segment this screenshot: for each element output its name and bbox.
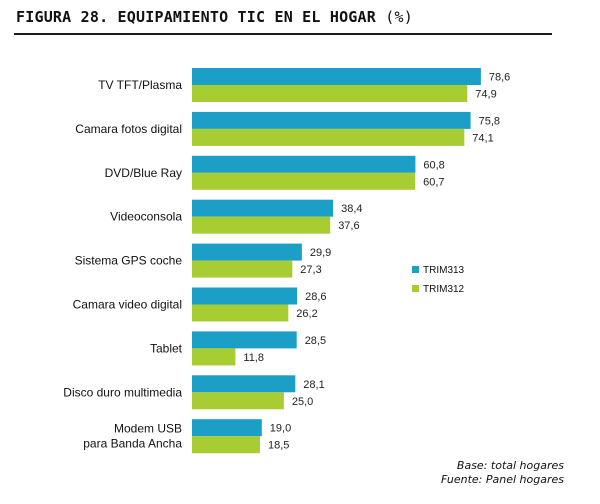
value-label-trim312-tv-tft-plasma: 74,9 [475, 89, 496, 101]
bar-trim313-disco-duro-multimedia [192, 375, 296, 393]
category-label-videoconsola: Videoconsola [110, 210, 182, 224]
bar-trim313-tablet [192, 331, 297, 349]
category-label-line: Modem USB [114, 422, 182, 436]
category-label-line: para Banda Ancha [83, 437, 182, 451]
legend-swatch-trim312 [412, 285, 419, 292]
value-label-trim313-camara-fotos-digital: 75,8 [479, 115, 500, 127]
legend-label-trim313: TRIM313 [423, 265, 465, 276]
bar-trim312-videoconsola [192, 216, 331, 234]
category-label-sistema-gps-coche: Sistema GPS coche [75, 254, 183, 268]
chart-title: FIGURA 28. EQUIPAMIENTO TIC EN EL HOGAR … [16, 8, 413, 26]
legend-label-trim312: TRIM312 [423, 284, 465, 295]
value-label-trim313-tablet: 28,5 [305, 335, 326, 347]
value-label-trim312-modem-usb-para-banda-ancha: 18,5 [268, 440, 289, 452]
category-label-line: TV TFT/Plasma [98, 78, 182, 92]
bar-trim313-camara-fotos-digital [192, 111, 471, 129]
value-label-trim313-dvd-blue-ray: 60,8 [423, 159, 444, 171]
bar-trim312-camara-fotos-digital [192, 128, 465, 146]
value-label-trim312-sistema-gps-coche: 27,3 [300, 264, 321, 276]
category-label-line: Tablet [150, 341, 183, 355]
category-label-line: Camara fotos digital [75, 122, 182, 136]
bar-trim313-modem-usb-para-banda-ancha [192, 419, 262, 437]
bar-trim312-camara-video-digital [192, 304, 289, 322]
category-label-modem-usb-para-banda-ancha: Modem USB para Banda Ancha [83, 422, 182, 451]
value-label-trim312-disco-duro-multimedia: 25,0 [292, 396, 313, 408]
bar-trim313-sistema-gps-coche [192, 243, 302, 261]
base-note: Base: total hogares [456, 459, 564, 472]
category-label-line: DVD/Blue Ray [105, 166, 182, 180]
value-label-trim312-dvd-blue-ray: 60,7 [423, 176, 444, 188]
chart-title-text: FIGURA 28. EQUIPAMIENTO TIC EN EL HOGAR [16, 8, 376, 26]
category-label-dvd-blue-ray: DVD/Blue Ray [105, 166, 182, 180]
bar-trim312-sistema-gps-coche [192, 260, 293, 278]
category-label-tv-tft-plasma: TV TFT/Plasma [98, 78, 182, 92]
category-label-camara-fotos-digital: Camara fotos digital [75, 122, 182, 136]
category-label-line: Videoconsola [110, 210, 182, 224]
value-label-trim313-videoconsola: 38,4 [341, 203, 362, 215]
bar-trim312-disco-duro-multimedia [192, 392, 284, 410]
category-label-tablet: Tablet [150, 341, 183, 355]
value-label-trim313-disco-duro-multimedia: 28,1 [303, 379, 324, 391]
category-label-line: Disco duro multimedia [63, 385, 182, 399]
category-label-line: Camara video digital [73, 298, 182, 312]
value-label-trim313-modem-usb-para-banda-ancha: 19,0 [270, 423, 291, 435]
value-label-trim313-tv-tft-plasma: 78,6 [489, 72, 510, 84]
value-label-trim312-tablet: 11,8 [243, 352, 264, 364]
source-note: Fuente: Panel hogares [441, 473, 564, 486]
category-label-line: Sistema GPS coche [75, 254, 183, 268]
bar-trim313-dvd-blue-ray [192, 155, 416, 173]
value-label-trim312-camara-video-digital: 26,2 [296, 308, 317, 320]
value-label-trim313-camara-video-digital: 28,6 [305, 291, 326, 303]
title-underline [14, 33, 552, 35]
category-label-disco-duro-multimedia: Disco duro multimedia [63, 385, 182, 399]
bar-trim313-tv-tft-plasma [192, 68, 481, 85]
value-label-trim312-camara-fotos-digital: 74,1 [472, 132, 493, 144]
chart-title-unit: (%) [385, 8, 413, 26]
bar-trim313-camara-video-digital [192, 287, 298, 305]
bar-trim312-dvd-blue-ray [192, 172, 416, 190]
bar-trim313-videoconsola [192, 199, 334, 217]
legend-swatch-trim313 [412, 266, 419, 273]
bar-trim312-tv-tft-plasma [192, 85, 468, 102]
value-label-trim313-sistema-gps-coche: 29,9 [310, 247, 331, 259]
value-label-trim312-videoconsola: 37,6 [338, 220, 359, 232]
category-label-camara-video-digital: Camara video digital [73, 298, 182, 312]
bar-trim312-modem-usb-para-banda-ancha [192, 436, 260, 454]
bar-trim312-tablet [192, 348, 236, 366]
